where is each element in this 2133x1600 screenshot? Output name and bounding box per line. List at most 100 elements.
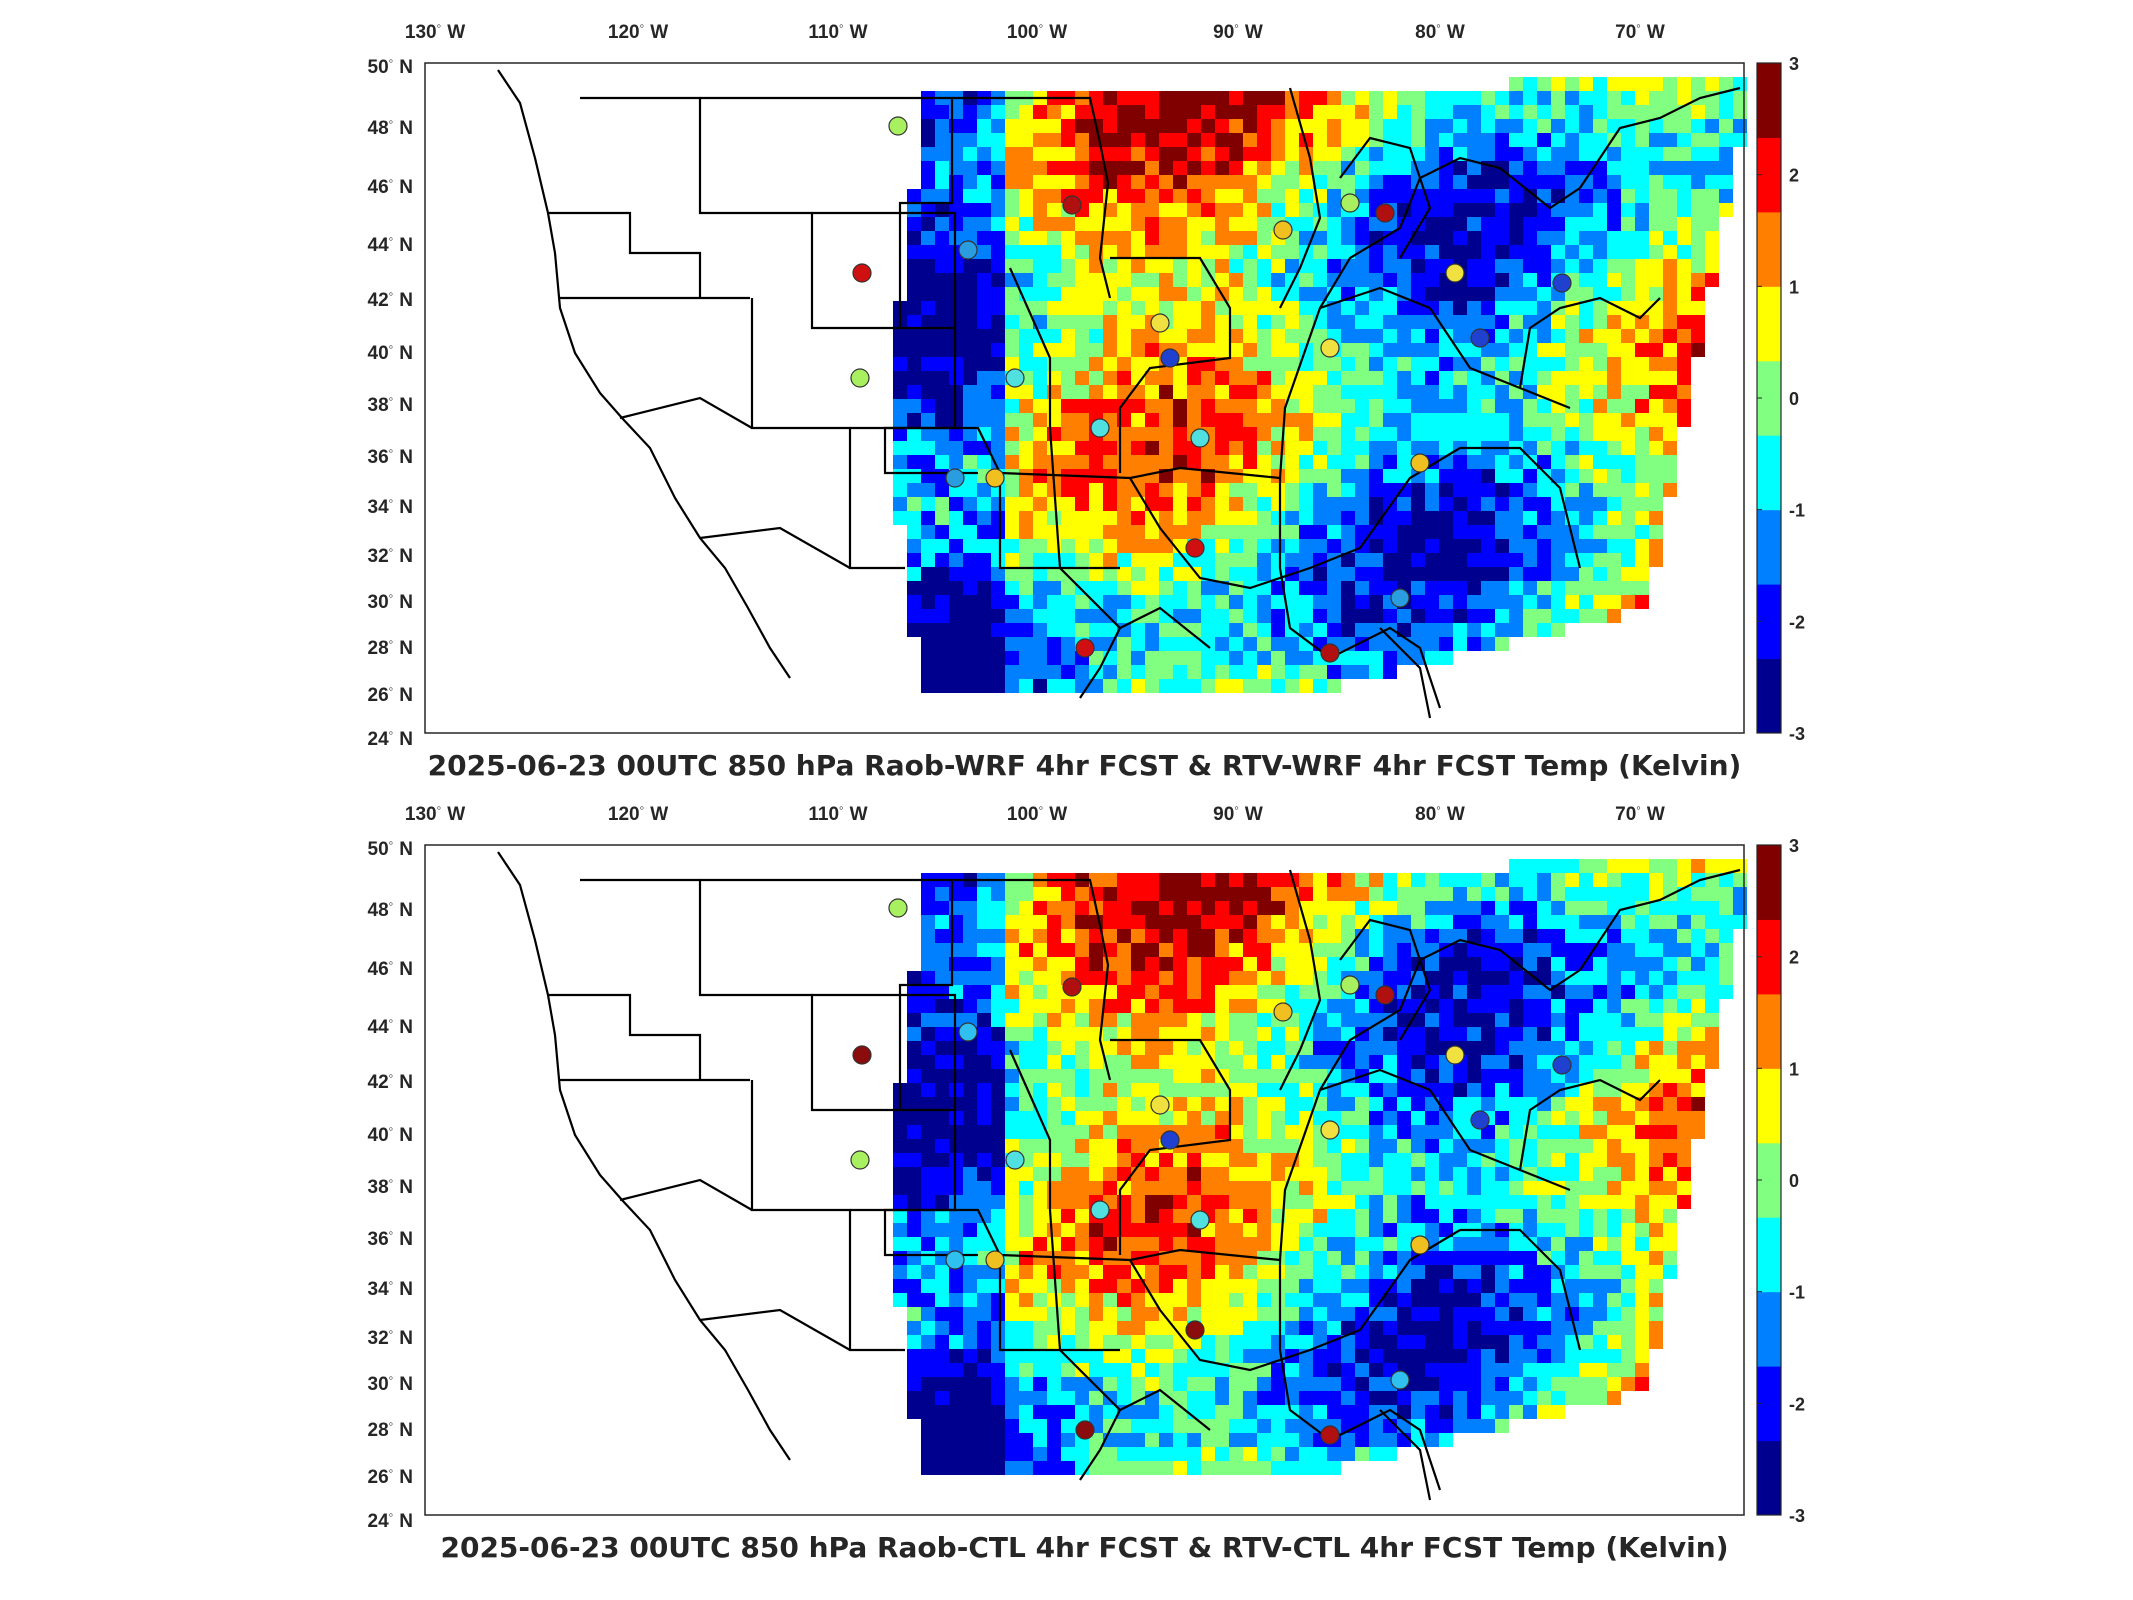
field-cell [1425,623,1439,637]
field-cell [1103,1447,1117,1461]
field-cell [1467,1195,1481,1209]
field-cell [1257,329,1271,343]
field-cell [1439,441,1453,455]
field-cell [1509,259,1523,273]
field-cell [1285,943,1299,957]
field-cell [1271,1181,1285,1195]
field-cell [1691,859,1705,873]
field-cell [1061,1139,1075,1153]
field-cell [1103,957,1117,971]
field-cell [1187,567,1201,581]
field-cell [1327,441,1341,455]
field-cell [1369,1139,1383,1153]
field-cell [1481,1363,1495,1377]
field-cell [1047,1223,1061,1237]
field-cell [907,1335,921,1349]
field-cell [1635,1041,1649,1055]
field-cell [1397,1167,1411,1181]
field-cell [1173,259,1187,273]
field-cell [1089,1125,1103,1139]
field-cell [1369,1251,1383,1265]
field-cell [1411,343,1425,357]
field-cell [1607,1027,1621,1041]
field-cell [1159,441,1173,455]
field-cell [1621,929,1635,943]
field-cell [1663,1041,1677,1055]
field-cell [1061,1419,1075,1433]
field-cell [1663,1265,1677,1279]
field-cell [1523,287,1537,301]
colorbar-segment [1757,1217,1781,1293]
field-cell [1201,371,1215,385]
field-cell [1481,1055,1495,1069]
field-cell [1649,1167,1663,1181]
field-cell [1411,441,1425,455]
field-cell [1495,91,1509,105]
field-cell [1565,1363,1579,1377]
field-cell [1383,553,1397,567]
field-cell [1201,1027,1215,1041]
field-cell [935,985,949,999]
field-cell [1047,287,1061,301]
field-cell [1313,329,1327,343]
field-cell [1215,1041,1229,1055]
field-cell [1579,971,1593,985]
border-line [619,396,753,429]
field-cell [1243,1405,1257,1419]
field-cell [1411,245,1425,259]
field-cell [1453,371,1467,385]
field-cell [1187,273,1201,287]
field-cell [1593,1055,1607,1069]
field-cell [1439,999,1453,1013]
field-cell [1187,497,1201,511]
field-cell [1313,1279,1327,1293]
field-cell [1271,1405,1285,1419]
field-cell [1061,1461,1075,1475]
field-cell [1215,203,1229,217]
field-cell [1131,105,1145,119]
field-cell [1061,1349,1075,1363]
field-cell [1019,133,1033,147]
lat-tick-label: 42◦ N [368,286,413,311]
field-cell [1201,1405,1215,1419]
field-cell [1089,595,1103,609]
field-cell [977,1167,991,1181]
field-cell [1341,427,1355,441]
field-cell [1397,399,1411,413]
field-cell [1145,539,1159,553]
field-cell [1565,1321,1579,1335]
field-cell [1229,371,1243,385]
field-cell [991,525,1005,539]
raob-station-marker [1470,328,1490,348]
field-cell [1257,623,1271,637]
field-cell [991,301,1005,315]
field-cell [1369,1433,1383,1447]
field-cell [1663,343,1677,357]
field-cell [1453,1111,1467,1125]
field-cell [1257,1307,1271,1321]
field-cell [1047,511,1061,525]
field-cell [1033,371,1047,385]
field-cell [1649,999,1663,1013]
field-cell [1649,1041,1663,1055]
field-cell [1271,497,1285,511]
field-cell [1565,609,1579,623]
field-cell [1061,133,1075,147]
field-cell [1271,679,1285,693]
field-cell [1145,133,1159,147]
field-cell [1033,1307,1047,1321]
field-cell [1243,1055,1257,1069]
field-cell [1481,1209,1495,1223]
field-cell [1579,343,1593,357]
field-cell [1299,887,1313,901]
field-cell [1691,301,1705,315]
field-cell [1341,133,1355,147]
field-cell [1229,175,1243,189]
field-cell [893,1209,907,1223]
field-cell [1229,133,1243,147]
field-cell [1593,943,1607,957]
field-cell [1159,609,1173,623]
field-cell [1383,315,1397,329]
field-cell [1593,539,1607,553]
field-cell [1411,901,1425,915]
